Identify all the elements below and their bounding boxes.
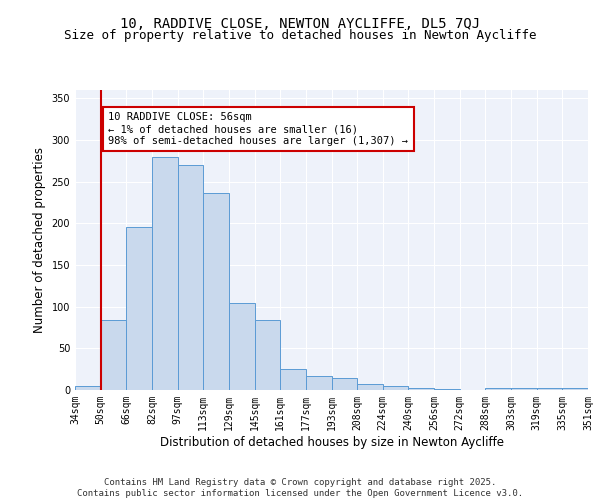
Bar <box>331 378 357 390</box>
Bar <box>75 386 101 390</box>
Bar <box>101 320 127 390</box>
Bar <box>537 388 562 390</box>
Bar <box>434 389 460 390</box>
Bar <box>306 376 331 390</box>
Y-axis label: Number of detached properties: Number of detached properties <box>33 147 46 333</box>
Bar <box>383 386 409 390</box>
Bar <box>254 320 280 390</box>
Bar <box>485 388 511 390</box>
Bar <box>357 384 383 390</box>
Text: 10, RADDIVE CLOSE, NEWTON AYCLIFFE, DL5 7QJ: 10, RADDIVE CLOSE, NEWTON AYCLIFFE, DL5 … <box>120 18 480 32</box>
Text: 10 RADDIVE CLOSE: 56sqm
← 1% of detached houses are smaller (16)
98% of semi-det: 10 RADDIVE CLOSE: 56sqm ← 1% of detached… <box>109 112 409 146</box>
Bar <box>229 304 254 390</box>
Bar <box>280 369 306 390</box>
Bar <box>562 388 588 390</box>
Bar <box>511 388 537 390</box>
Bar <box>203 192 229 390</box>
Bar <box>178 165 203 390</box>
Bar <box>152 156 178 390</box>
Text: Size of property relative to detached houses in Newton Aycliffe: Size of property relative to detached ho… <box>64 29 536 42</box>
Text: Contains HM Land Registry data © Crown copyright and database right 2025.
Contai: Contains HM Land Registry data © Crown c… <box>77 478 523 498</box>
Bar <box>409 388 434 390</box>
Bar <box>127 226 152 390</box>
X-axis label: Distribution of detached houses by size in Newton Aycliffe: Distribution of detached houses by size … <box>160 436 503 448</box>
